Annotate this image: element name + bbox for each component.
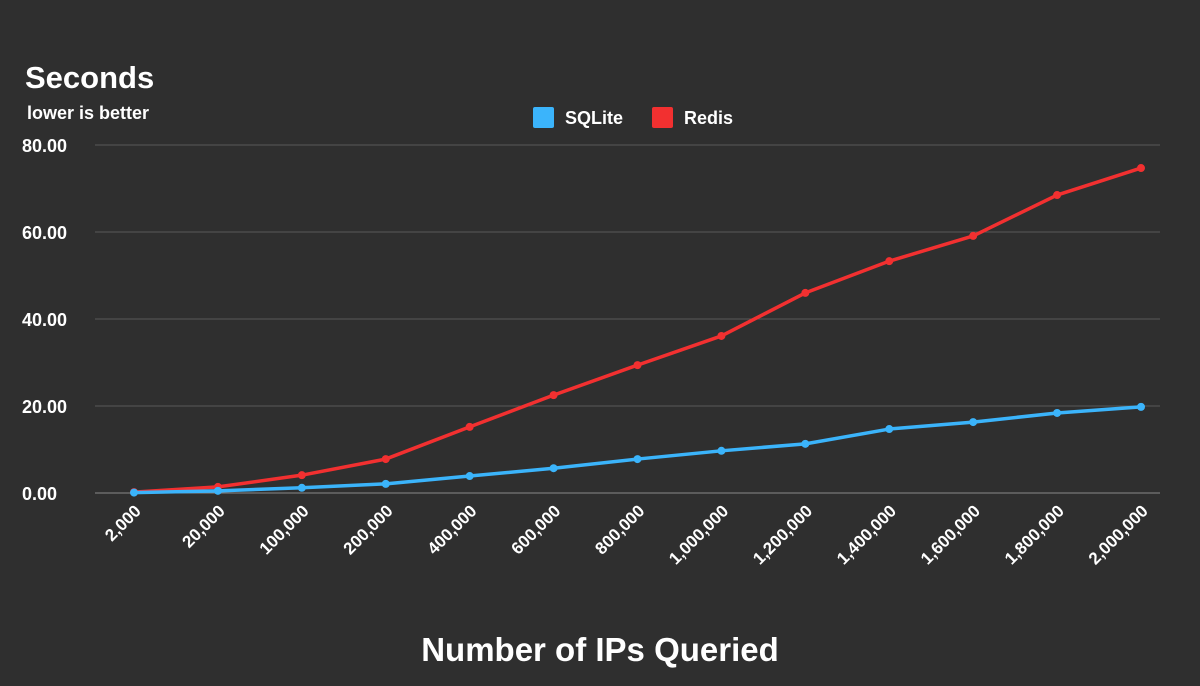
data-point	[213, 486, 222, 495]
data-point	[130, 488, 138, 497]
data-point	[885, 425, 894, 434]
data-point	[717, 446, 726, 455]
data-point	[885, 257, 894, 266]
legend-label: SQLite	[565, 108, 623, 128]
data-point	[1053, 191, 1062, 200]
legend-item-sqlite: SQLite	[533, 107, 623, 128]
legend: SQLite Redis	[533, 107, 733, 128]
data-point	[969, 231, 978, 240]
legend-item-redis: Redis	[652, 107, 733, 128]
chart-subtitle: lower is better	[27, 103, 149, 123]
x-axis-label: Number of IPs Queried	[421, 631, 779, 668]
data-point	[1137, 402, 1145, 411]
data-point	[297, 471, 306, 480]
series-group	[130, 164, 1145, 497]
data-point	[1137, 164, 1145, 173]
data-point	[801, 288, 810, 297]
data-point	[465, 472, 474, 481]
legend-swatch	[652, 107, 673, 128]
data-point	[465, 422, 474, 431]
y-tick-label: 0.00	[22, 484, 57, 504]
y-axis-ticks: 0.00 20.00 40.00 60.00 80.00	[22, 136, 67, 504]
data-point	[297, 483, 306, 492]
data-point	[633, 361, 642, 370]
chart-title: Seconds	[25, 60, 154, 95]
data-point	[549, 464, 558, 473]
y-tick-label: 20.00	[22, 397, 67, 417]
y-tick-label: 40.00	[22, 310, 67, 330]
legend-label: Redis	[684, 108, 733, 128]
data-point	[1053, 408, 1062, 417]
series-sqlite	[130, 402, 1145, 497]
data-point	[633, 455, 642, 464]
data-point	[381, 455, 390, 464]
gridlines	[95, 144, 1160, 494]
data-point	[717, 331, 726, 340]
data-point	[801, 439, 810, 448]
data-point	[549, 391, 558, 400]
data-point	[969, 418, 978, 427]
y-tick-label: 60.00	[22, 223, 67, 243]
data-point	[381, 479, 390, 488]
legend-swatch	[533, 107, 554, 128]
y-tick-label: 80.00	[22, 136, 67, 156]
